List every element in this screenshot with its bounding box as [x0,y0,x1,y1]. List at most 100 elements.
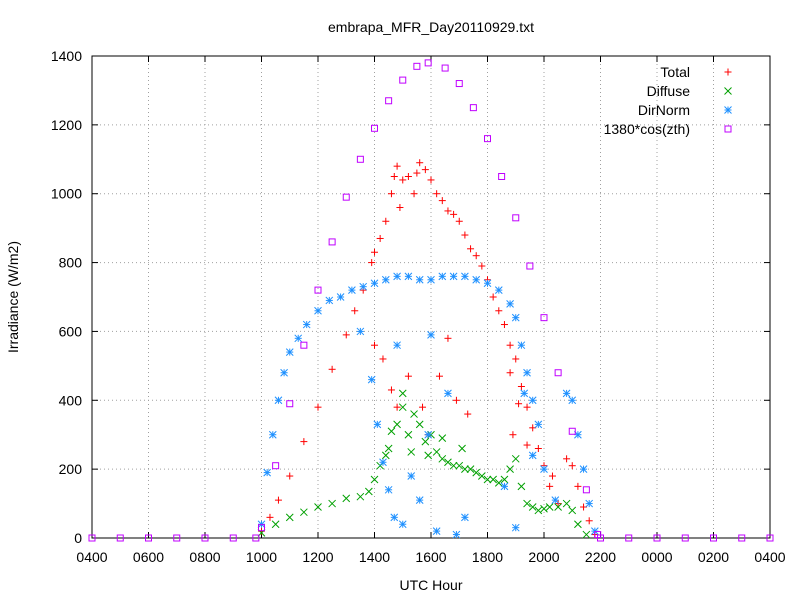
data-point [597,534,604,542]
data-point [424,430,433,439]
data-point [766,534,774,542]
data-point [370,279,379,288]
data-point [464,410,472,418]
data-point [520,389,529,398]
data-point [300,438,308,446]
data-point [517,341,526,350]
data-point [300,341,308,349]
data-point [385,97,393,105]
data-point [455,217,463,225]
data-point [399,176,407,184]
data-point [404,372,412,380]
data-point [359,282,368,291]
data-point [483,475,492,484]
data-point [568,427,576,435]
data-point [325,296,334,305]
x-tick-label: 1000 [246,549,277,565]
legend-marker [724,106,732,114]
series-0 [258,159,599,539]
data-point [506,300,514,308]
x-tick-label: 1200 [302,549,333,565]
x-tick-label: 1400 [359,549,390,565]
data-point [511,313,520,322]
data-point [356,155,364,163]
data-point [314,286,322,294]
data-point [393,403,401,411]
data-point [424,59,432,67]
data-point [449,272,458,281]
data-point [528,396,537,405]
data-point [579,465,588,473]
data-point [384,485,393,494]
data-point [477,472,486,480]
data-point [710,534,717,542]
data-point [444,207,452,215]
data-point [419,403,427,411]
data-point [469,104,477,112]
data-point [268,430,277,439]
data-point [562,389,571,398]
data-point [274,396,283,405]
data-point [500,482,509,491]
data-point [407,472,416,480]
data-point [413,169,421,177]
data-point [444,334,452,342]
data-point [568,396,577,405]
x-tick-label: 2000 [528,549,559,565]
data-point [384,444,393,453]
data-point [512,355,520,363]
data-point [404,173,412,180]
data-point [511,523,520,532]
data-point [574,482,582,490]
data-point [523,403,531,411]
data-point [500,475,509,484]
data-point [314,403,322,411]
data-point [410,190,418,198]
x-tick-label: 2200 [585,549,616,565]
data-point [373,420,382,429]
y-tick-label: 1200 [51,117,82,133]
data-point [432,527,441,535]
data-point [376,234,384,242]
data-point [393,162,401,170]
data-point [568,506,577,515]
data-point [461,272,469,281]
data-point [398,403,407,412]
legend-label: Diffuse [647,83,691,99]
data-point [534,420,543,429]
data-point [285,513,294,522]
data-point [489,475,498,484]
data-point [274,496,282,504]
legend-label: Total [660,64,690,80]
series-3 [88,59,774,542]
y-axis-label: Irradiance (W/m2) [5,241,21,353]
data-point [515,400,523,408]
data-point [371,124,378,132]
data-point [399,76,407,84]
x-tick-label: 1800 [472,549,503,565]
data-point [540,504,548,513]
data-point [574,520,582,529]
data-point [582,530,591,539]
data-point [368,259,376,267]
data-point [393,420,401,429]
data-point [404,430,413,439]
data-point [540,465,548,473]
legend-label: 1380*cos(zth) [604,121,690,137]
data-point [681,534,689,542]
data-point [528,503,537,511]
data-point [455,461,464,470]
data-point [364,487,373,496]
data-point [371,248,378,256]
data-point [336,293,345,301]
data-point [523,499,531,508]
data-point [424,451,433,460]
data-point [258,524,265,532]
data-point [271,520,280,529]
data-point [302,320,311,329]
data-point [472,468,481,477]
y-tick-label: 600 [59,323,83,339]
data-point [328,238,336,246]
y-tick-label: 1400 [51,48,82,64]
data-point [452,396,460,404]
